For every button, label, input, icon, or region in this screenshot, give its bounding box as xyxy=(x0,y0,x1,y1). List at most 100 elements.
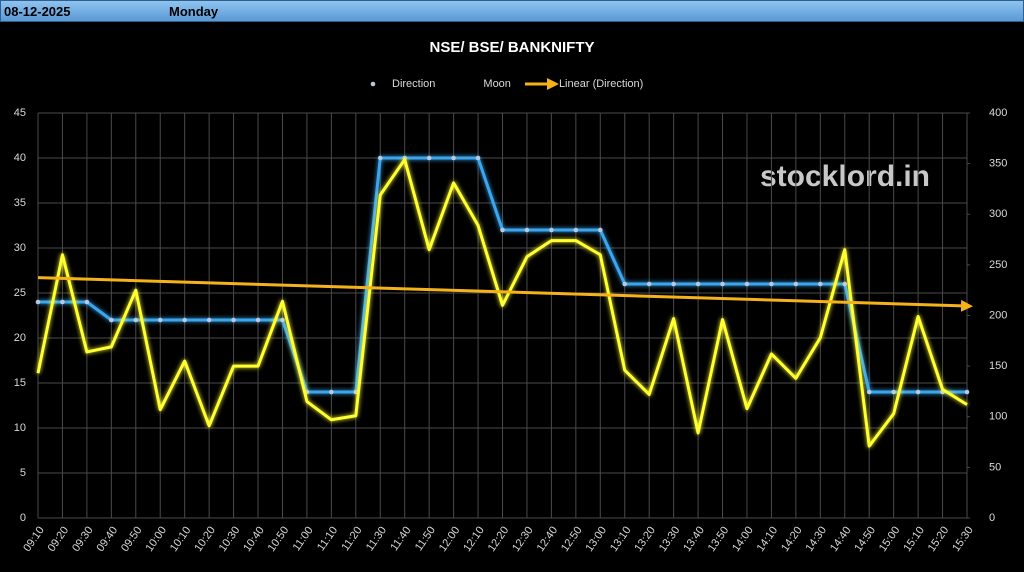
y2-tick-label: 150 xyxy=(989,360,1007,372)
y-tick-label: 15 xyxy=(14,377,26,389)
x-tick-label: 13:10 xyxy=(608,525,634,554)
x-tick-label: 12:10 xyxy=(461,525,487,554)
legend-label: Direction xyxy=(392,78,435,90)
point xyxy=(549,227,554,233)
x-tick-label: 12:20 xyxy=(486,525,512,554)
x-tick-label: 10:50 xyxy=(266,525,292,554)
x-tick-label: 14:00 xyxy=(730,525,756,554)
point xyxy=(451,155,456,161)
x-tick-label: 14:20 xyxy=(779,525,805,554)
legend-label: Moon xyxy=(483,78,511,90)
point xyxy=(793,281,799,287)
x-tick-label: 14:50 xyxy=(852,525,878,554)
point xyxy=(818,281,823,287)
x-tick-label: 15:00 xyxy=(877,525,903,554)
y2-tick-label: 100 xyxy=(989,411,1007,423)
date: 08-12-2025 xyxy=(4,4,71,19)
point xyxy=(597,227,603,233)
x-tick-label: 13:50 xyxy=(706,525,732,554)
x-tick-label: 11:20 xyxy=(339,525,364,554)
point xyxy=(475,155,481,161)
x-tick-label: 12:00 xyxy=(437,525,463,554)
y-tick-label: 10 xyxy=(14,422,26,434)
x-tick-label: 10:30 xyxy=(217,525,243,554)
y-tick-label: 45 xyxy=(14,107,26,119)
legend-label: Linear (Direction) xyxy=(559,78,643,90)
x-tick-label: 10:10 xyxy=(168,525,194,554)
point xyxy=(891,389,896,395)
point xyxy=(157,317,163,323)
y-tick-label: 0 xyxy=(20,512,26,524)
point xyxy=(720,281,725,287)
header-bar: 08-12-2025 Monday xyxy=(0,0,1024,22)
point xyxy=(60,299,65,305)
y-tick-label: 20 xyxy=(14,332,26,344)
chart-title: NSE/ BSE/ BANKNIFTY xyxy=(429,39,594,56)
legend-marker xyxy=(370,81,376,87)
point xyxy=(671,281,676,287)
x-tick-label: 11:40 xyxy=(388,525,413,554)
point xyxy=(329,389,334,395)
y-tick-label: 40 xyxy=(14,152,26,164)
x-tick-label: 13:30 xyxy=(657,525,683,554)
x-tick-label: 11:00 xyxy=(291,525,316,554)
x-tick-label: 10:20 xyxy=(192,525,218,554)
point xyxy=(622,281,628,287)
y2-tick-label: 0 xyxy=(989,512,995,524)
series-line xyxy=(36,158,968,448)
x-tick-label: 12:30 xyxy=(510,525,536,554)
point xyxy=(866,389,872,395)
y2-tick-label: 50 xyxy=(989,461,1001,473)
x-tick-label: 12:40 xyxy=(535,525,561,554)
y-tick-label: 30 xyxy=(14,242,26,254)
y2-tick-label: 300 xyxy=(989,208,1007,220)
point xyxy=(573,227,579,233)
x-tick-label: 12:50 xyxy=(559,525,585,554)
y2-tick-label: 400 xyxy=(989,107,1007,119)
x-tick-label: 09:10 xyxy=(21,525,47,554)
point xyxy=(426,155,432,161)
x-tick-label: 11:50 xyxy=(413,525,438,554)
point xyxy=(133,317,139,323)
point xyxy=(524,227,530,233)
x-tick-label: 13:00 xyxy=(584,525,610,554)
y-tick-label: 25 xyxy=(14,287,26,299)
point xyxy=(377,155,383,161)
point xyxy=(182,317,187,323)
point xyxy=(646,281,652,287)
y-tick-label: 5 xyxy=(20,467,26,479)
point xyxy=(500,227,505,233)
point xyxy=(695,281,701,287)
y2-tick-label: 200 xyxy=(989,309,1007,321)
x-tick-label: 09:50 xyxy=(119,525,145,554)
point xyxy=(842,281,848,287)
x-tick-label: 11:30 xyxy=(364,525,389,554)
point xyxy=(964,389,970,395)
day: Monday xyxy=(169,4,219,19)
y-tick-label: 35 xyxy=(14,197,26,209)
x-tick-label: 15:30 xyxy=(950,525,976,554)
point xyxy=(280,317,285,323)
point xyxy=(206,317,212,323)
chart: NSE/ BSE/ BANKNIFTY stocklord.in 0510152… xyxy=(14,39,1008,554)
point xyxy=(109,317,114,323)
x-tick-label: 15:10 xyxy=(901,525,927,554)
x-tick-label: 11:10 xyxy=(315,525,340,554)
point xyxy=(769,281,774,287)
x-tick-label: 14:30 xyxy=(804,525,830,554)
point xyxy=(915,389,921,395)
x-tick-label: 09:20 xyxy=(46,525,72,554)
x-tick-label: 10:40 xyxy=(241,525,267,554)
x-tick-label: 09:40 xyxy=(95,525,121,554)
point xyxy=(255,317,261,323)
point xyxy=(35,299,41,305)
point xyxy=(231,317,236,323)
x-tick-label: 13:20 xyxy=(632,525,658,554)
x-tick-label: 14:40 xyxy=(828,525,854,554)
x-tick-label: 09:30 xyxy=(70,525,96,554)
point xyxy=(84,299,90,305)
point xyxy=(744,281,750,287)
x-tick-label: 15:20 xyxy=(926,525,952,554)
x-tick-label: 10:00 xyxy=(143,525,169,554)
